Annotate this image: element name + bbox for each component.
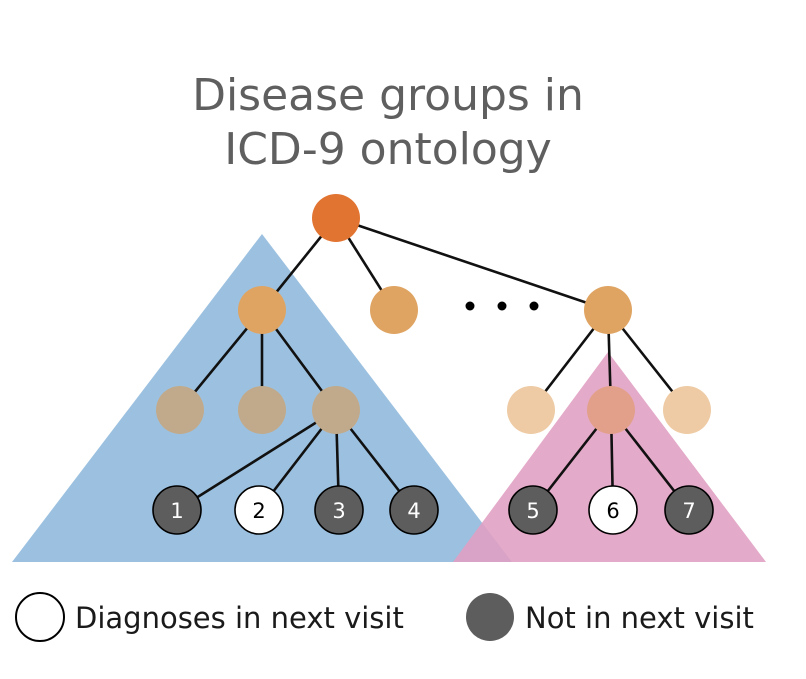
leaf-node-7-label: 7 xyxy=(682,499,695,523)
legend-in-next-visit-label: Diagnoses in next visit xyxy=(75,601,404,635)
diagram-title-line-2: ICD-9 ontology xyxy=(224,124,552,175)
leaf-node-3-circle xyxy=(314,485,364,535)
leaf-node-5-label: 5 xyxy=(526,499,539,523)
legend: Diagnoses in next visit Not in next visi… xyxy=(15,592,754,642)
root-node xyxy=(312,194,360,242)
leaf-node-2-label: 2 xyxy=(252,499,265,523)
leaf-node-4: 4 xyxy=(389,485,439,535)
legend-not-in-next-visit-label: Not in next visit xyxy=(525,601,754,635)
leaf-node-7: 7 xyxy=(664,485,714,535)
subgroup-node-4 xyxy=(507,386,555,434)
ellipsis-dot-2 xyxy=(497,301,507,311)
subgroup-node-1 xyxy=(156,386,204,434)
edge-root-to-group-c xyxy=(335,216,609,312)
group-node-c xyxy=(584,286,632,334)
edge-sub-3-to-leaf-1 xyxy=(176,408,337,512)
leaf-node-3: 3 xyxy=(314,485,364,535)
group-node-b xyxy=(370,286,418,334)
subgroup-node-5 xyxy=(587,386,635,434)
leaf-node-6-circle xyxy=(588,485,638,535)
leaf-node-1-circle xyxy=(152,485,202,535)
leaf-node-5: 5 xyxy=(508,485,558,535)
leaf-node-5-circle xyxy=(508,485,558,535)
diagram-title-line-1: Disease groups in xyxy=(192,70,584,121)
group-node-a xyxy=(238,286,286,334)
leaf-node-1-label: 1 xyxy=(170,499,183,523)
legend-in-next-visit-swatch xyxy=(15,592,65,642)
leaf-node-6-label: 6 xyxy=(606,499,619,523)
subgroup-node-6 xyxy=(663,386,711,434)
subgroup-node-2 xyxy=(238,386,286,434)
ellipsis-dot-1 xyxy=(465,301,475,311)
leaf-node-4-circle xyxy=(389,485,439,535)
leaf-node-4-label: 4 xyxy=(407,499,420,523)
leaf-node-6: 6 xyxy=(588,485,638,535)
legend-not-in-next-visit-swatch xyxy=(466,593,514,641)
leaf-node-2: 2 xyxy=(234,485,284,535)
subgroup-node-3 xyxy=(312,386,360,434)
leaf-node-2-circle xyxy=(234,485,284,535)
leaf-node-1: 1 xyxy=(152,485,202,535)
leaf-node-3-label: 3 xyxy=(332,499,345,523)
leaf-node-7-circle xyxy=(664,485,714,535)
ellipsis-dot-3 xyxy=(529,301,539,311)
